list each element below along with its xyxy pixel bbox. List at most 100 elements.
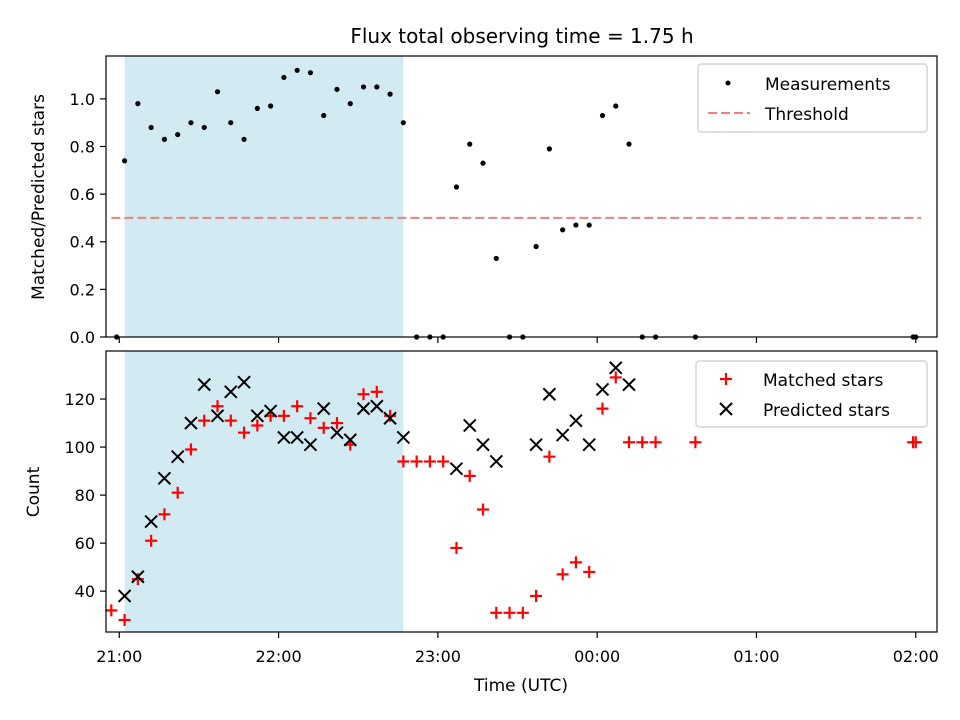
measurement-point: [560, 227, 566, 233]
matched-star-point: [251, 419, 264, 432]
matched-star-point: [317, 421, 330, 434]
measurement-point: [188, 120, 194, 126]
measurement-point: [573, 222, 579, 228]
measurement-point: [453, 184, 460, 190]
matched-star-point: [171, 486, 184, 499]
matched-star-point: [131, 573, 144, 586]
matched-star-point: [330, 417, 343, 430]
matched-star-point: [423, 455, 436, 468]
predicted-star-point: [609, 361, 623, 375]
measurement-point: [175, 131, 181, 138]
predicted-star-point: [197, 377, 211, 392]
measurement-point: [493, 255, 499, 262]
matched-star-point: [291, 400, 304, 413]
y-tick-label: 120: [64, 390, 95, 409]
measurement-point: [161, 136, 168, 142]
legend-threshold-label: Threshold: [764, 105, 849, 125]
y-tick-label: 0.2: [70, 280, 95, 299]
matched-star-point: [105, 604, 118, 617]
predicted-star-point: [622, 377, 636, 392]
predicted-star-point: [237, 375, 251, 389]
top-y-ticks: 0.0 0.2 0.4 0.6 0.8 1.0: [70, 90, 106, 347]
measurement-point: [586, 222, 592, 228]
predicted-star-point: [476, 437, 490, 452]
measurement-point: [307, 70, 314, 76]
matched-star-point: [437, 455, 450, 468]
measurement-point: [347, 101, 353, 107]
predicted-star-point: [370, 399, 384, 413]
predicted-star-point: [184, 416, 198, 430]
predicted-star-point: [343, 433, 357, 447]
predicted-star-point: [529, 437, 543, 452]
predicted-star-point: [224, 385, 238, 399]
measurement-point: [228, 120, 234, 126]
measurement-point: [135, 101, 141, 107]
matched-star-point: [184, 443, 197, 456]
x-tick-label: 22:00: [256, 647, 302, 666]
top-axes-frame: [105, 55, 938, 338]
y-tick-label: 80: [75, 486, 95, 505]
legend-measurements-label: Measurements: [765, 75, 891, 95]
measurement-point: [546, 146, 552, 152]
matched-star-point: [238, 426, 251, 439]
bottom-legend-box: [695, 360, 928, 428]
predicted-star-point: [117, 589, 132, 603]
y-tick-label: 1.0: [70, 90, 95, 109]
measurement-point: [201, 124, 207, 131]
legend-predicted-marker: [719, 402, 733, 416]
measurement-point: [467, 141, 473, 147]
matched-star-point: [543, 450, 556, 463]
predicted-star-point: [316, 401, 331, 416]
matched-star-point: [636, 436, 649, 449]
matched-star-point: [490, 606, 503, 619]
measurement-point: [387, 91, 393, 97]
legend-predicted-label: Predicted stars: [763, 401, 890, 421]
predicted-star-point: [263, 404, 278, 418]
measurement-point: [626, 141, 632, 147]
matched-star-point: [384, 409, 397, 422]
matched-star-point: [909, 436, 922, 449]
predicted-star-point: [595, 382, 610, 397]
predicted-star-point: [250, 409, 265, 423]
observing-span-shade: [124, 351, 404, 632]
x-tick-label: 23:00: [415, 647, 461, 666]
chart-title: Flux total observing time = 1.75 h: [350, 24, 693, 48]
top-legend-box: [697, 63, 928, 133]
top-legend: Measurements Threshold: [697, 63, 928, 133]
measurement-point: [360, 84, 367, 90]
matched-star-point: [623, 436, 636, 449]
y-tick-label: 60: [75, 534, 95, 553]
predicted-star-point: [555, 428, 570, 442]
predicted-star-point: [356, 401, 371, 416]
y-tick-label: 0.6: [70, 185, 95, 204]
matched-star-point: [596, 402, 609, 415]
measurement-point: [321, 112, 327, 119]
measurement-point: [400, 120, 406, 126]
legend-matched-marker: [720, 373, 732, 385]
matched-star-point: [211, 400, 224, 413]
top-y-axis-label: Matched/Predicted stars: [29, 94, 49, 300]
measurement-point: [599, 112, 606, 119]
matched-star-point: [583, 565, 596, 578]
matched-star-point: [450, 541, 463, 554]
predicted-star-point: [277, 430, 291, 445]
measurement-point: [214, 89, 221, 95]
bottom-y-axis-label: Count: [24, 466, 44, 517]
legend-matched-label: Matched stars: [763, 371, 883, 391]
matched-star-point: [370, 385, 383, 398]
bottom-legend: Matched stars Predicted stars: [695, 360, 928, 428]
y-tick-label: 0.4: [70, 233, 95, 252]
predicted-star-point: [463, 418, 477, 433]
measurement-point: [613, 103, 619, 109]
matched-star-point: [145, 534, 158, 547]
measurement-point: [241, 136, 247, 142]
matched-star-point: [277, 409, 290, 422]
observing-span-shade: [124, 56, 404, 337]
predicted-star-point: [396, 430, 411, 445]
bottom-y-ticks: 40 60 80 100 120: [64, 390, 106, 601]
matched-star-point: [649, 436, 662, 449]
measurement-point: [121, 158, 128, 164]
matched-star-point: [689, 436, 702, 449]
matched-star-point: [357, 388, 370, 401]
